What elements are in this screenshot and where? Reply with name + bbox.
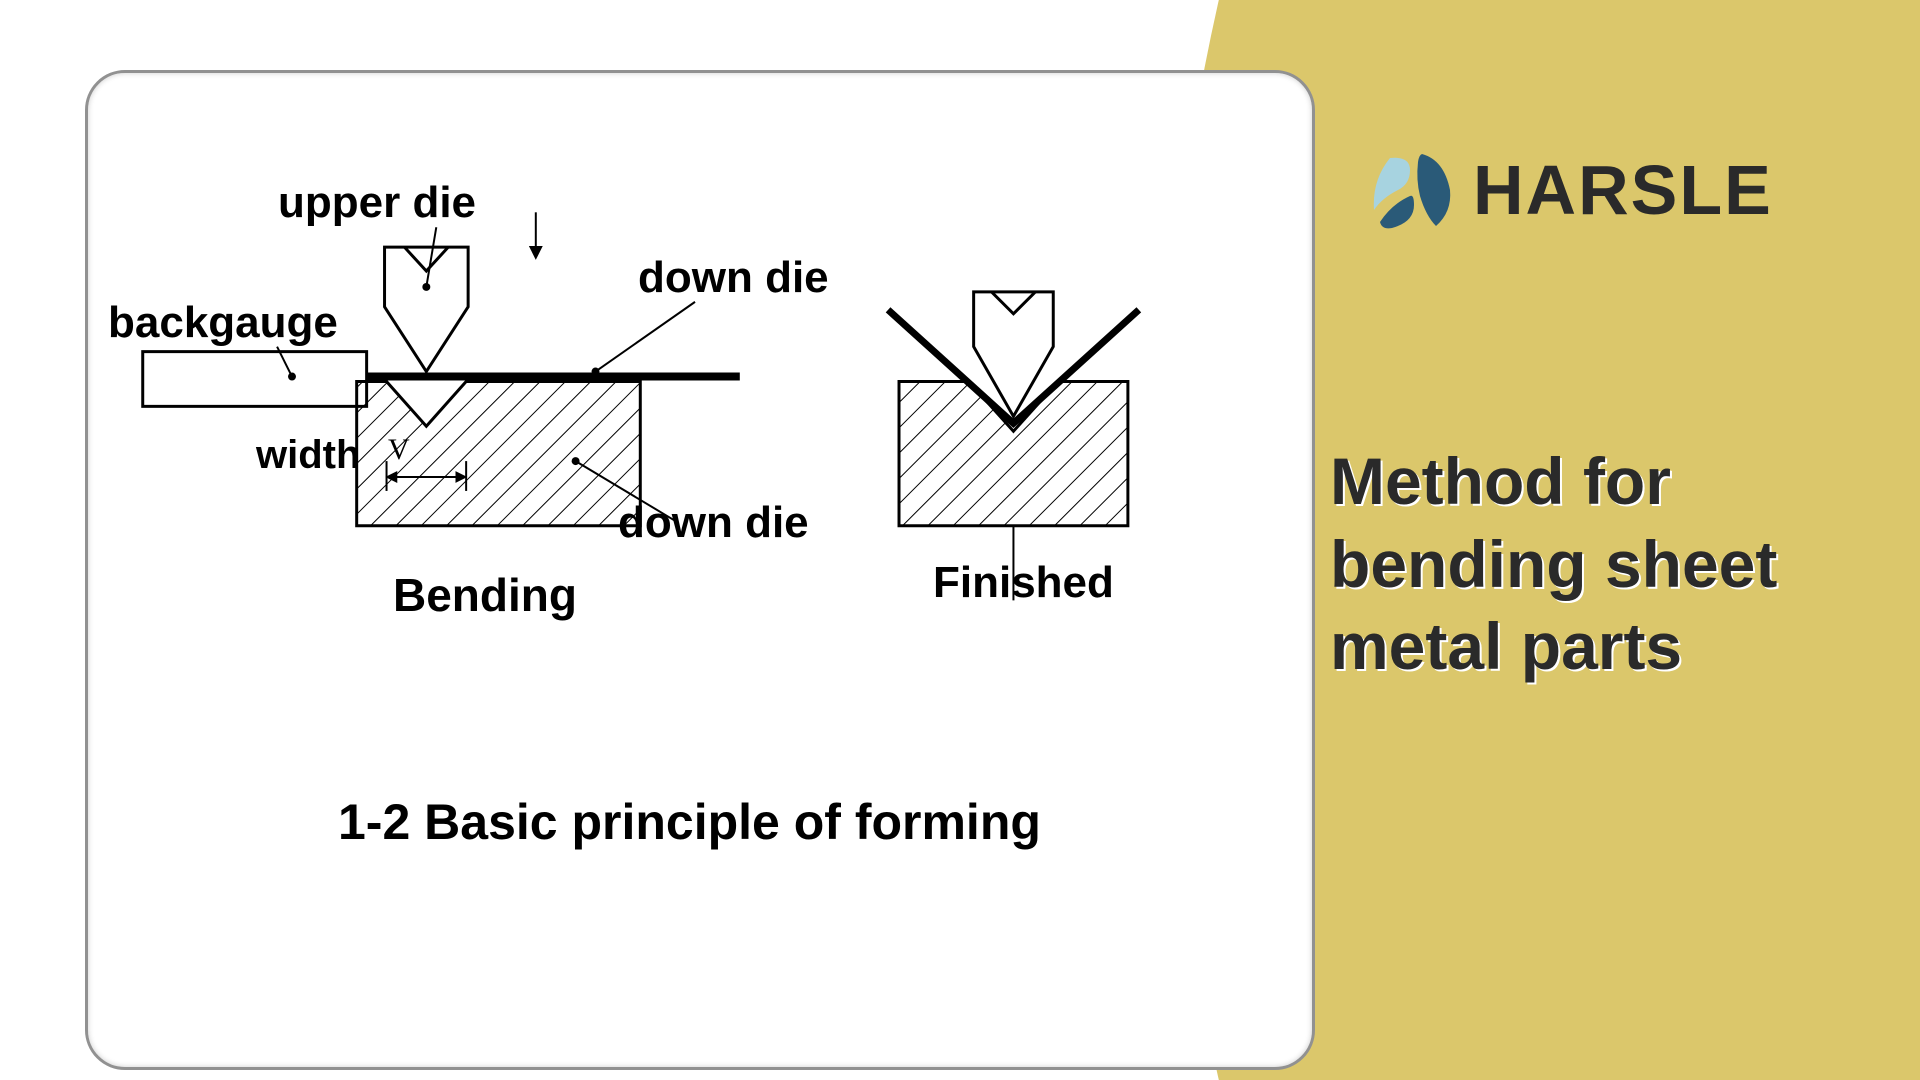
label-backgauge: backgauge xyxy=(108,298,338,348)
backgauge-shape xyxy=(143,352,367,407)
diagram-svg xyxy=(88,73,1312,1068)
label-finished: Finished xyxy=(933,558,1114,608)
label-down-die-1: down die xyxy=(638,253,829,303)
label-down-die-2: down die xyxy=(618,498,809,548)
diagram-frame: upper die backgauge down die width V dow… xyxy=(85,70,1315,1070)
brand-logo: HARSLE xyxy=(1370,150,1773,230)
diagram-caption: 1-2 Basic principle of forming xyxy=(338,793,1041,851)
label-bending: Bending xyxy=(393,568,577,622)
label-v: V xyxy=(388,433,410,467)
label-width: width xyxy=(256,433,360,478)
left-upper-punch xyxy=(385,247,469,371)
page-title: Method for bending sheet metal parts xyxy=(1330,440,1870,688)
brand-name: HARSLE xyxy=(1473,150,1773,230)
label-upper-die: upper die xyxy=(278,178,476,228)
harsle-logo-icon xyxy=(1370,150,1455,230)
